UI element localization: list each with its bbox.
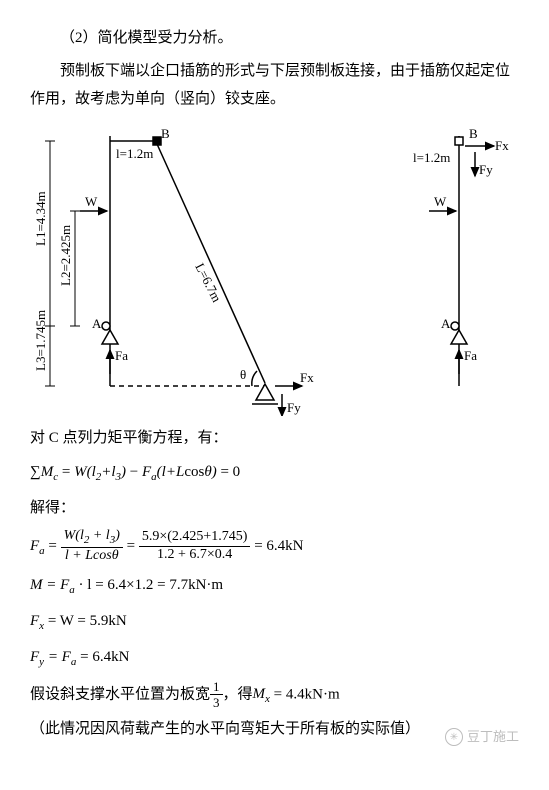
watermark-text: 豆丁施工 <box>467 725 519 750</box>
diagram-row: B l=1.2m W L1=4.34m L2=2.425m L3=1.745m … <box>30 126 519 416</box>
svg-text:W: W <box>85 194 98 209</box>
diagram-right: B l=1.2m Fx Fy W A Fa <box>399 126 519 416</box>
svg-text:Fx: Fx <box>495 138 509 153</box>
fx-equation: Fx = W = 5.9kN <box>30 607 519 637</box>
svg-text:Fa: Fa <box>115 348 128 363</box>
watermark: ✳ 豆丁施工 <box>445 725 519 750</box>
assumption-line: 假设斜支撑水平位置为板宽13，得Mx = 4.4kN·m <box>30 679 519 711</box>
section-title: （2）简化模型受力分析。 <box>30 24 519 53</box>
svg-text:A: A <box>92 316 102 331</box>
svg-text:l=1.2m: l=1.2m <box>116 146 153 161</box>
fa-equation: Fa = W(l2 + l3) l + Lcosθ = 5.9×(2.425+1… <box>30 528 519 565</box>
diagram-left: B l=1.2m W L1=4.34m L2=2.425m L3=1.745m … <box>30 126 320 416</box>
svg-text:Fa: Fa <box>464 348 477 363</box>
svg-text:L1=4.34m: L1=4.34m <box>33 191 48 246</box>
svg-text:Fx: Fx <box>300 370 314 385</box>
fy-equation: Fy = Fa = 6.4kN <box>30 643 519 673</box>
wechat-icon: ✳ <box>445 728 463 746</box>
svg-text:L3=1.745m: L3=1.745m <box>33 309 48 370</box>
m-equation: M = Fa · l = 6.4×1.2 = 7.7kN·m <box>30 571 519 601</box>
svg-text:Fy: Fy <box>287 400 301 415</box>
svg-text:B: B <box>469 126 478 141</box>
eq-intro: 对 C 点列力矩平衡方程，有： <box>30 424 519 453</box>
svg-text:L2=2.425m: L2=2.425m <box>58 224 73 285</box>
svg-text:W: W <box>434 194 447 209</box>
svg-text:A: A <box>441 316 451 331</box>
moment-equation: ∑Mc = W(l2+l3) − Fa(l+Lcosθ) = 0 <box>30 458 519 488</box>
svg-text:B: B <box>161 126 170 141</box>
intro-para: 预制板下端以企口插筋的形式与下层预制板连接，由于插筋仅起定位作用，故考虑为单向（… <box>30 57 519 114</box>
svg-text:l=1.2m: l=1.2m <box>413 150 450 165</box>
svg-text:Fy: Fy <box>479 162 493 177</box>
solve-label: 解得： <box>30 494 519 523</box>
svg-text:θ: θ <box>240 367 246 382</box>
